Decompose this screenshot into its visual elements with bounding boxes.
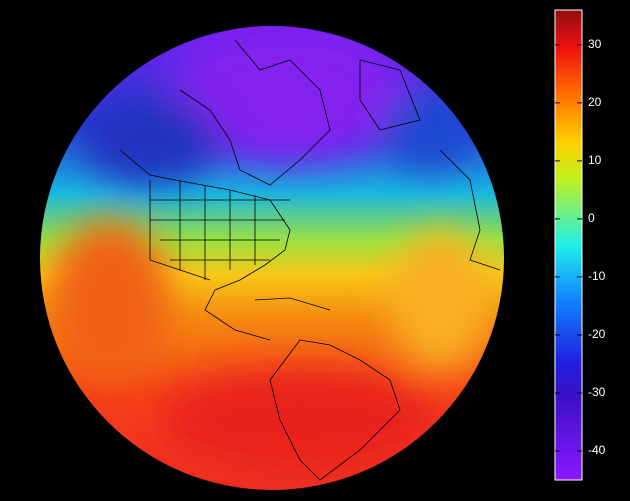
globe [40,26,504,490]
tick-label: 20 [588,95,602,109]
tick-label: -10 [588,269,606,283]
coastlines [119,39,501,481]
tick-label: -20 [588,327,606,341]
tick-label: 0 [588,211,595,225]
tick-label: -40 [588,443,606,457]
colorbar-ticks: 30 20 10 0 -10 -20 -30 -40 [555,37,606,457]
tick-label: 10 [588,153,602,167]
tick-label: 30 [588,37,602,51]
colorbar [554,9,583,481]
tick-label: -30 [588,385,606,399]
